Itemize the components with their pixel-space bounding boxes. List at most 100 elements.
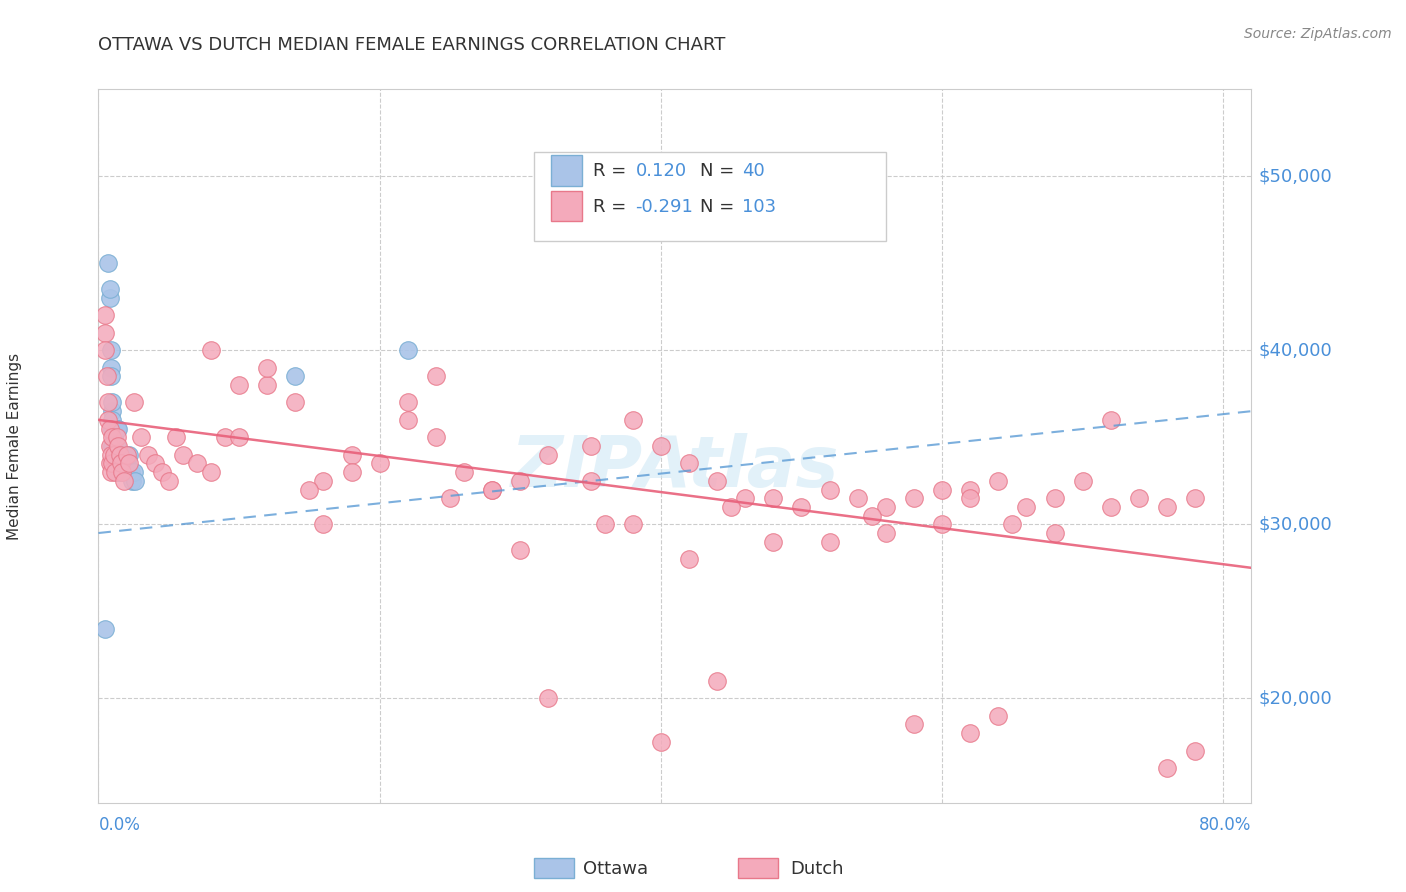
Point bbox=[790, 500, 813, 514]
Point bbox=[108, 465, 131, 479]
Point bbox=[103, 430, 125, 444]
Point bbox=[100, 465, 122, 479]
Point bbox=[143, 457, 166, 471]
Point bbox=[115, 457, 138, 471]
Point bbox=[111, 448, 134, 462]
Text: -0.291: -0.291 bbox=[636, 198, 693, 216]
Text: 103: 103 bbox=[742, 198, 776, 216]
Point bbox=[284, 395, 307, 409]
Point bbox=[114, 448, 136, 462]
Point bbox=[959, 491, 981, 506]
Point bbox=[1001, 517, 1024, 532]
Point bbox=[94, 343, 117, 358]
Point bbox=[107, 439, 129, 453]
Text: N =: N = bbox=[700, 198, 740, 216]
Point bbox=[396, 413, 419, 427]
Point bbox=[903, 491, 925, 506]
Point bbox=[579, 474, 602, 488]
Point bbox=[100, 369, 122, 384]
Point bbox=[105, 421, 128, 435]
Point bbox=[108, 457, 131, 471]
Point bbox=[1156, 761, 1178, 775]
Point bbox=[256, 378, 278, 392]
Point bbox=[818, 483, 841, 497]
Point bbox=[959, 483, 981, 497]
Text: OTTAWA VS DUTCH MEDIAN FEMALE EARNINGS CORRELATION CHART: OTTAWA VS DUTCH MEDIAN FEMALE EARNINGS C… bbox=[98, 36, 725, 54]
Point bbox=[340, 448, 363, 462]
Point bbox=[214, 430, 236, 444]
Point bbox=[678, 552, 700, 566]
Point bbox=[101, 457, 124, 471]
Text: $20,000: $20,000 bbox=[1258, 690, 1331, 707]
Text: R =: R = bbox=[593, 198, 633, 216]
Point bbox=[284, 369, 307, 384]
Point bbox=[94, 622, 117, 636]
Point bbox=[340, 465, 363, 479]
Point bbox=[96, 369, 118, 384]
Point bbox=[112, 448, 135, 462]
Point bbox=[650, 439, 672, 453]
Point bbox=[103, 448, 125, 462]
Text: Median Female Earnings: Median Female Earnings bbox=[7, 352, 21, 540]
Point bbox=[846, 491, 869, 506]
Point bbox=[111, 465, 134, 479]
Point bbox=[228, 430, 250, 444]
Point bbox=[425, 369, 447, 384]
Point bbox=[903, 717, 925, 731]
Point bbox=[1184, 743, 1206, 757]
Point bbox=[105, 439, 128, 453]
Point bbox=[98, 457, 121, 471]
Point bbox=[104, 457, 127, 471]
Point bbox=[111, 457, 134, 471]
Point bbox=[108, 448, 131, 462]
Point bbox=[312, 474, 335, 488]
Text: N =: N = bbox=[700, 162, 740, 180]
Point bbox=[678, 457, 700, 471]
Point bbox=[734, 491, 756, 506]
Text: 0.120: 0.120 bbox=[636, 162, 686, 180]
Point bbox=[509, 474, 531, 488]
Point bbox=[97, 256, 120, 270]
Point bbox=[101, 421, 124, 435]
Point bbox=[706, 474, 728, 488]
Point bbox=[100, 343, 122, 358]
Point bbox=[1099, 413, 1122, 427]
Point bbox=[118, 448, 141, 462]
Point bbox=[105, 465, 128, 479]
Point bbox=[103, 448, 125, 462]
Point bbox=[537, 691, 560, 706]
Point bbox=[121, 474, 143, 488]
Point bbox=[706, 673, 728, 688]
Text: $40,000: $40,000 bbox=[1258, 342, 1331, 359]
Point bbox=[621, 517, 644, 532]
Point bbox=[200, 465, 222, 479]
Point bbox=[112, 474, 135, 488]
Point bbox=[97, 395, 120, 409]
Point bbox=[1043, 526, 1066, 541]
Point bbox=[256, 360, 278, 375]
Point bbox=[105, 448, 128, 462]
Point bbox=[396, 343, 419, 358]
Point bbox=[509, 543, 531, 558]
Text: R =: R = bbox=[593, 162, 633, 180]
Point bbox=[136, 448, 159, 462]
Point bbox=[425, 430, 447, 444]
Point bbox=[439, 491, 461, 506]
Point bbox=[720, 500, 742, 514]
Point bbox=[1099, 500, 1122, 514]
Point bbox=[931, 483, 953, 497]
Point bbox=[98, 282, 121, 296]
Point bbox=[122, 395, 145, 409]
Point bbox=[157, 474, 180, 488]
Point bbox=[860, 508, 883, 523]
Point bbox=[298, 483, 321, 497]
Point bbox=[481, 483, 503, 497]
Point bbox=[112, 457, 135, 471]
Point bbox=[875, 526, 897, 541]
Point bbox=[537, 448, 560, 462]
Point bbox=[1156, 500, 1178, 514]
Point bbox=[105, 430, 128, 444]
Point bbox=[118, 457, 141, 471]
Point bbox=[368, 457, 391, 471]
Point bbox=[186, 457, 208, 471]
